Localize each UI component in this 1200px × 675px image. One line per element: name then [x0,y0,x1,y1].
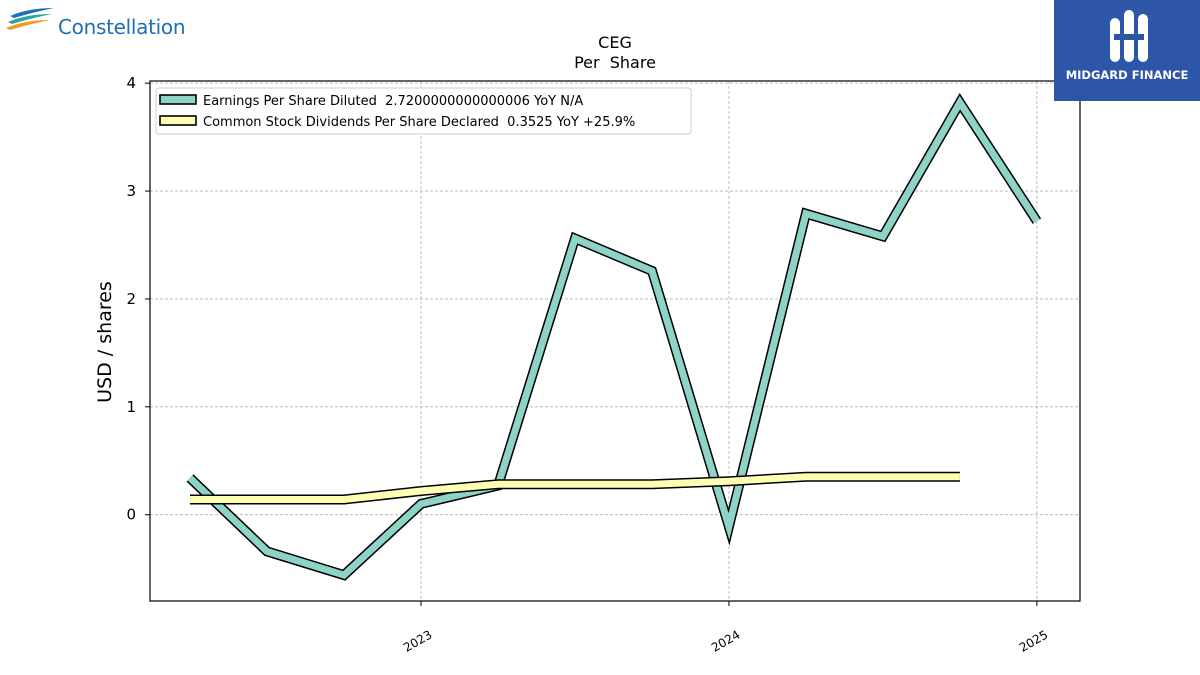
legend-label: Common Stock Dividends Per Share Declare… [203,115,635,130]
legend-box [155,87,692,135]
y-tick-label: 1 [126,398,136,416]
midgard-emblem-icon [1110,10,1148,62]
legend-label: Earnings Per Share Diluted 2.72000000000… [203,94,583,109]
midgard-finance-wordmark: MIDGARD FINANCE [1065,68,1189,82]
midgard-finance-logo: MIDGARD FINANCE [1054,0,1200,101]
legend-swatch [159,94,197,105]
series-layer [186,93,1042,581]
y-tick-label: 3 [126,182,136,200]
constellation-wordmark: Constellation [58,15,186,39]
x-tick-label: 2025 [1017,627,1050,654]
x-tick-label: 2023 [401,627,434,654]
legend-swatch [159,115,197,126]
series-2 [190,471,960,505]
swoosh-icon [6,8,54,30]
series-line [190,473,960,503]
x-tick-label: 2024 [709,627,742,654]
ticks: 0 1 2 3 4 2023 2024 2025 [126,74,1050,655]
grid [150,81,1080,601]
y-tick-label: 4 [126,74,136,92]
y-axis-label: USD / shares [94,281,116,403]
chart-subtitle: Per Share [574,53,656,72]
series-line [187,95,1040,580]
plot-frame [149,80,1081,602]
chart-title: CEG [598,33,632,52]
constellation-logo: Constellation [4,4,224,44]
y-tick-label: 0 [126,506,136,524]
legend: Earnings Per Share Diluted 2.72000000000… [155,87,692,135]
y-tick-label: 2 [126,290,136,308]
series-1 [186,93,1042,581]
